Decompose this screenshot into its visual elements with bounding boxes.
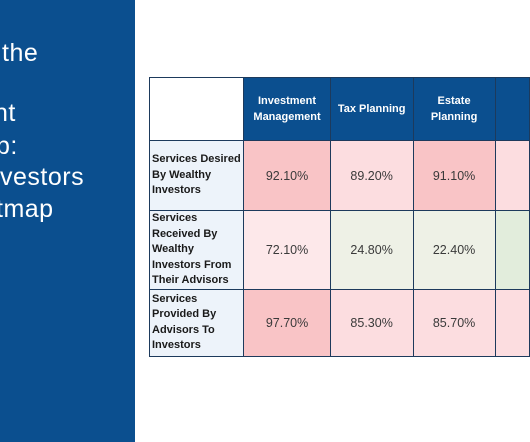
column-header-investment-management: Investment Management [243, 77, 331, 141]
heatmap-cell: 97.70% [243, 288, 331, 357]
title-line-4: p: [0, 132, 18, 160]
title-panel: the nt p: vestors tmap [0, 0, 135, 442]
heatmap-cell: 92.10% [243, 140, 331, 211]
column-header-estate-planning: Estate Planning [412, 77, 496, 141]
row-header-received: Services Received By Wealthy Investors F… [148, 210, 245, 290]
corner-cell [148, 77, 245, 141]
heatmap-cell: 85.30% [329, 288, 414, 357]
row-header-desired: Services Desired By Wealthy Investors [148, 140, 245, 211]
heatmap-cell [494, 140, 530, 211]
heatmap-cell: 24.80% [329, 210, 414, 290]
heatmap-table: Investment Management Tax Planning Estat… [148, 77, 530, 357]
column-header-4 [494, 77, 530, 141]
title-line-6: tmap [0, 195, 54, 223]
heatmap-cell: 85.70% [412, 288, 496, 357]
title-line-3: nt [0, 99, 16, 127]
heatmap-cell [494, 210, 530, 290]
heatmap-cell: 91.10% [412, 140, 496, 211]
column-header-tax-planning: Tax Planning [329, 77, 414, 141]
title-line-5: vestors [0, 163, 85, 191]
heatmap-cell: 72.10% [243, 210, 331, 290]
heatmap-cell: 22.40% [412, 210, 496, 290]
title-line-1: the [2, 39, 39, 67]
heatmap-cell [494, 288, 530, 357]
heatmap-cell: 89.20% [329, 140, 414, 211]
row-header-provided: Services Provided By Advisors To Investo… [148, 288, 245, 357]
